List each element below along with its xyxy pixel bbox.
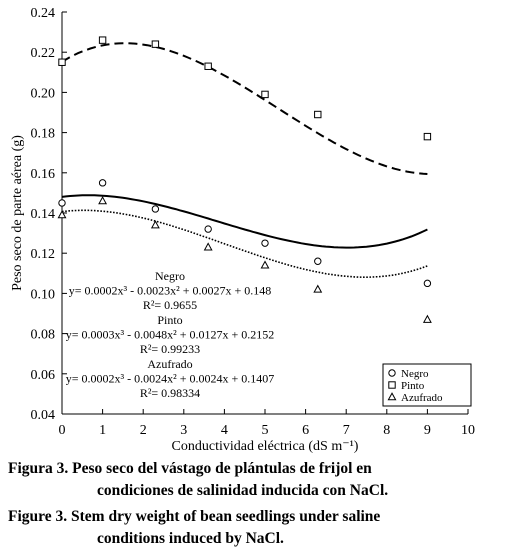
data-point-azufrado: [260, 260, 270, 269]
y-tick-label: 0.16: [31, 167, 56, 182]
data-point-azufrado: [150, 220, 160, 229]
equation-azufrado: y= 0.0002x³ - 0.0024x² + 0.0024x + 0.140…: [66, 372, 275, 386]
data-point-azufrado: [57, 210, 67, 219]
legend-label-negro: Negro: [401, 368, 429, 380]
data-point-pinto: [423, 132, 432, 141]
x-tick-label: 3: [180, 423, 187, 438]
equation-title-azufrado: Azufrado: [147, 357, 192, 371]
y-tick-label: 0.06: [31, 368, 56, 383]
y-tick-label: 0.24: [31, 6, 56, 21]
caption-es-line2: condiciones de salinidad inducida con Na…: [97, 482, 389, 499]
data-point-azufrado: [203, 242, 213, 251]
data-point-pinto: [314, 110, 322, 119]
data-point-negro: [151, 205, 160, 213]
chart: 0 1 2 3 4 5 6 7 8 9 10 0.04 0.06 0.08 0.10 0.12 0.14 0.16…: [10, 6, 475, 454]
data-point-negro: [58, 199, 66, 207]
fit-line-negro: [61, 194, 428, 249]
legend-marker-pinto: [388, 381, 396, 389]
y-tick-label: 0.10: [31, 287, 56, 302]
data-point-pinto: [204, 62, 212, 70]
y-tick-label: 0.08: [31, 328, 56, 343]
equation-pinto: y= 0.0003x³ - 0.0048x² + 0.0127x + 0.215…: [66, 328, 275, 342]
y-tick-label: 0.20: [31, 86, 56, 101]
y-tick-label: 0.12: [31, 247, 56, 262]
x-tick-label: 9: [424, 423, 431, 438]
x-tick-label: 5: [262, 423, 269, 438]
data-point-negro: [423, 279, 432, 288]
legend-marker-azufrado: [387, 392, 397, 401]
y-axis-label: Peso seco de parte aérea (g): [10, 135, 25, 291]
x-tick-label: 6: [302, 423, 309, 438]
y-tick-label: 0.18: [31, 127, 56, 142]
data-point-azufrado: [313, 284, 323, 293]
x-tick-label: 1: [99, 423, 106, 438]
data-point-azufrado: [98, 196, 108, 205]
caption-spanish: Figura 3. Peso seco del vástago de plánt…: [8, 458, 512, 502]
fit-line-pinto: [61, 42, 428, 175]
data-point-pinto: [58, 58, 66, 66]
r2-pinto: R²= 0.99233: [140, 342, 200, 356]
data-point-negro: [98, 179, 107, 187]
fit-line-azufrado: [61, 209, 428, 279]
x-tick-label: 8: [383, 423, 390, 438]
caption-en-line1: Figure 3. Stem dry weight of bean seedli…: [8, 508, 381, 525]
x-tick-label: 7: [343, 423, 350, 438]
caption-es-line1: Figura 3. Peso seco del vástago de plánt…: [8, 460, 372, 477]
data-point-pinto: [261, 90, 269, 99]
y-tick-label: 0.22: [31, 46, 56, 61]
x-tick-label: 4: [221, 423, 228, 438]
y-tick-label: 0.04: [31, 408, 56, 423]
caption-en-line2: conditions induced by NaCl.: [97, 530, 284, 547]
equation-title-negro: Negro: [155, 269, 185, 283]
equation-negro: y= 0.0002x³ - 0.0023x² + 0.0027x + 0.148: [69, 284, 272, 298]
equation-title-pinto: Pinto: [157, 313, 182, 327]
x-tick-label: 0: [59, 423, 66, 438]
data-point-azufrado: [422, 314, 432, 323]
caption-english: Figure 3. Stem dry weight of bean seedli…: [8, 506, 512, 550]
data-point-pinto: [151, 40, 160, 48]
data-point-pinto: [98, 36, 107, 44]
y-tick-label: 0.14: [31, 207, 56, 222]
legend-box: [382, 363, 472, 407]
r2-azufrado: R²= 0.98334: [140, 386, 200, 400]
legend-label-azufrado: Azufrado: [401, 392, 443, 404]
legend-marker-negro: [388, 369, 396, 377]
x-tick-label: 2: [140, 423, 147, 438]
x-tick-label: 10: [461, 423, 475, 438]
r2-negro: R²= 0.9655: [143, 298, 197, 312]
data-point-negro: [204, 225, 212, 233]
data-point-negro: [261, 239, 269, 247]
x-axis-label: Conductividad eléctrica (dS m⁻¹): [172, 439, 359, 454]
legend-label-pinto: Pinto: [401, 380, 425, 392]
data-point-negro: [314, 257, 322, 265]
